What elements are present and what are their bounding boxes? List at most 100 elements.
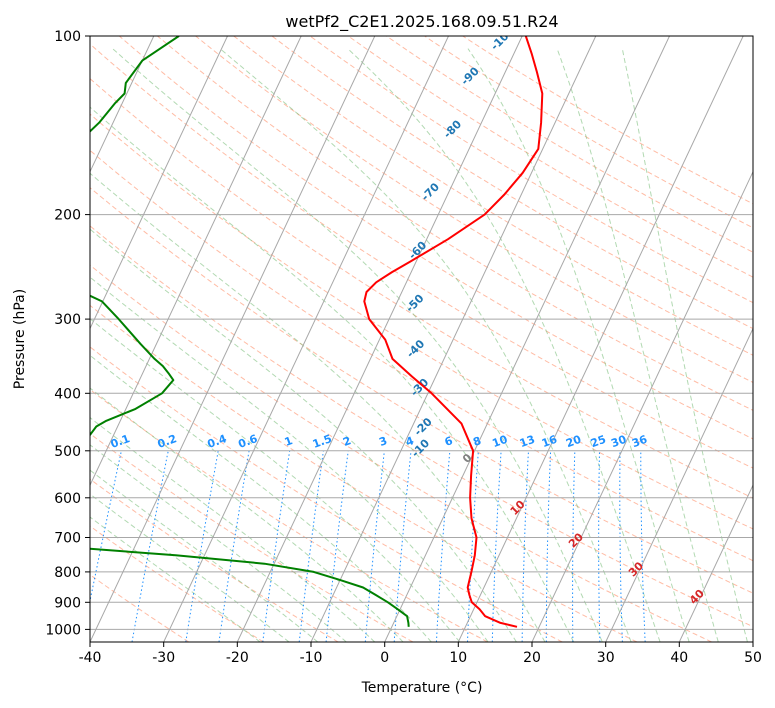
chart-title: wetPf2_C2E1.2025.168.09.51.R24 (285, 12, 558, 32)
y-axis-label: Pressure (hPa) (12, 289, 28, 389)
mixing-ratio-line (491, 450, 502, 642)
mixing-ratio-label: 20 (564, 433, 583, 451)
isotherm-line (605, 327, 753, 642)
isotherm-line (90, 36, 376, 642)
mixing-ratio-lines (90, 450, 646, 642)
dry-adiabat-label: -20 (412, 415, 435, 438)
dry-adiabat-label: -80 (441, 117, 464, 140)
moist-adiabat-line (90, 276, 489, 642)
x-axis-label: Temperature (°C) (361, 680, 483, 696)
y-tick-label: 400 (54, 386, 81, 402)
dry-adiabat-line (90, 574, 190, 642)
moist-adiabat-line (219, 48, 632, 642)
moist-adiabat-line (467, 48, 690, 642)
mixing-ratio-label: 0.6 (237, 432, 260, 451)
isotherm-line (310, 36, 597, 642)
mixing-ratio-label: 3 (377, 434, 389, 449)
x-tick-label: 50 (744, 650, 762, 666)
moist-adiabat-line (90, 416, 376, 642)
x-tick-label: 10 (449, 650, 467, 666)
dry-adiabat-line (90, 225, 753, 628)
isotherms (0, 36, 753, 642)
isotherm-line (0, 36, 7, 642)
mixing-ratio-label: 10 (490, 433, 509, 451)
plot-frame (89, 35, 754, 643)
mixing-ratio-label: 30 (609, 433, 628, 451)
moist-adiabat-line (90, 354, 432, 642)
y-tick-label: 300 (54, 312, 81, 328)
x-tick-label: -30 (152, 650, 175, 666)
y-tick-label: 200 (54, 208, 81, 224)
x-tick-label: 40 (670, 650, 688, 666)
dry-adiabat-line (90, 77, 753, 499)
mixing-ratio-line (393, 450, 412, 642)
moist-adiabat-line (90, 444, 347, 642)
plot-area: -100-90-80-70-60-50-40-30-20-10 010203040… (0, 36, 753, 642)
isotherm-line (678, 484, 753, 642)
x-tick-label: -10 (300, 650, 323, 666)
isotherm-line (457, 36, 744, 642)
x-tick-label: -40 (79, 650, 102, 666)
dry-adiabat-label: -50 (403, 292, 426, 315)
isotherm-line (90, 36, 228, 330)
mixing-ratio-label: 13 (518, 433, 537, 450)
isobars (90, 36, 753, 630)
mixing-ratio-label: 1 (283, 434, 295, 449)
dry-adiabat-line (90, 388, 488, 642)
dry-adiabat-line (157, 36, 753, 411)
dry-adiabat-line (118, 36, 753, 440)
moist-adiabat-line (90, 106, 575, 642)
adiabat-labels: -100-90-80-70-60-50-40-30-20-10 010203040… (109, 36, 707, 607)
x-tick-label: 20 (523, 650, 541, 666)
dry-adiabat-line (90, 346, 563, 642)
dry-adiabat-line (233, 36, 753, 356)
dry-adiabat-line (309, 36, 753, 304)
dry-adiabat-label: -70 (419, 180, 442, 203)
mixing-ratio-label: 4 (404, 434, 416, 449)
moist-adiabat-line (90, 387, 404, 642)
y-tick-label: 1000 (45, 622, 81, 638)
mixing-ratio-line (619, 450, 623, 642)
moist-adiabat-line (347, 48, 661, 642)
mixing-ratio-label: 8 (471, 434, 483, 449)
x-tick-label: 30 (597, 650, 615, 666)
mixing-ratio-label: 16 (540, 433, 559, 451)
isotherm-line (163, 36, 449, 642)
mixing-ratio-line (218, 450, 250, 642)
mixing-ratio-line (325, 450, 349, 642)
mixing-ratio-line (435, 450, 451, 642)
y-tick-label: 100 (54, 29, 81, 45)
moist-adiabat-line (90, 228, 517, 642)
mixing-ratio-label: 6 (443, 434, 455, 449)
mixing-ratio-label: 1.5 (311, 432, 334, 451)
dry-adiabat-label: -40 (404, 337, 427, 360)
mixing-ratio-label: 36 (630, 433, 649, 451)
mixing-ratio-line (90, 450, 122, 604)
isotherm-line (90, 36, 302, 487)
temperature-profile-line (363, 36, 544, 628)
dry-adiabat-line (90, 264, 712, 642)
y-tick-label: 800 (54, 565, 81, 581)
mixing-ratio-line (262, 450, 291, 642)
mixing-ratio-line (185, 450, 219, 642)
dry-adiabat-line (90, 113, 753, 530)
mixing-ratio-line (364, 450, 385, 642)
dry-adiabat-line (90, 304, 638, 642)
mixing-ratio-label: 0.1 (109, 432, 132, 451)
moist-adiabat-line (90, 172, 546, 642)
mixing-ratio-line (598, 450, 601, 642)
isotherm-line (752, 640, 753, 642)
dry-adiabat-line (271, 36, 753, 330)
mixing-ratio-label: 0.2 (156, 432, 179, 451)
dry-adiabat-label: -60 (406, 239, 429, 262)
mixing-ratio-label: 2 (341, 434, 353, 449)
isotherm-line (384, 36, 670, 642)
profile-series (90, 36, 544, 628)
y-tick-label: 700 (54, 531, 81, 547)
dewpoint-profile-line (90, 36, 410, 627)
y-tick-label: 500 (54, 444, 81, 460)
mixing-ratio-line (545, 450, 552, 642)
moist-adiabat-line (90, 516, 261, 642)
